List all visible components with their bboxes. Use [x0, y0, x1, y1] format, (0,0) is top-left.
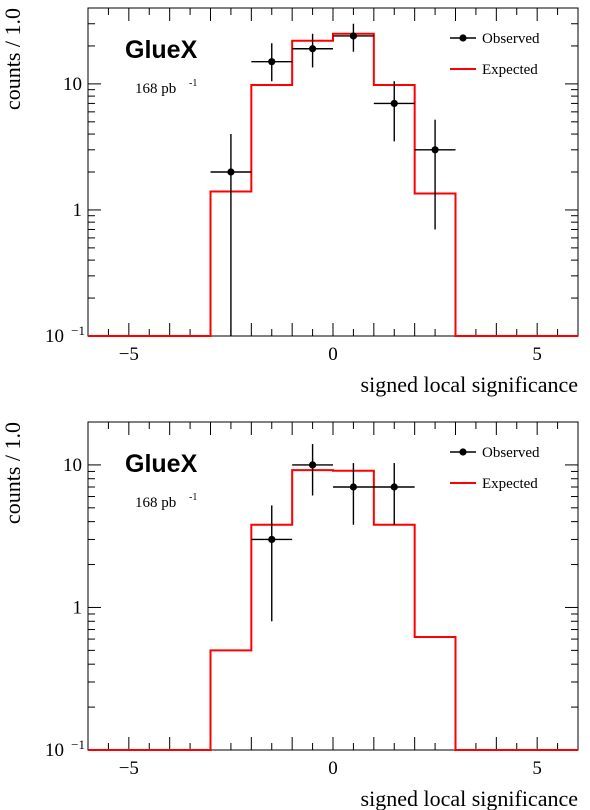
y-tick-label: 10 [45, 326, 64, 347]
x-tick-label: 5 [532, 344, 542, 365]
y-tick-label: 10 [63, 455, 82, 476]
x-tick-label: 0 [328, 344, 338, 365]
legend-observed-label: Observed [482, 31, 540, 47]
observed-point [268, 535, 276, 544]
observed-point [308, 461, 317, 469]
expected-histogram-line [88, 32, 578, 337]
observed-point [308, 45, 317, 53]
x-tick-label: −5 [119, 758, 139, 779]
legend-expected-label: Expected [482, 62, 538, 78]
y-axis-title: counts / 1.0 [0, 8, 25, 110]
y-axis-title: counts / 1.0 [0, 422, 25, 524]
legend-expected-label: Expected [482, 476, 538, 492]
y-tick-label: 1 [73, 597, 83, 618]
expected-histogram-line [88, 469, 578, 751]
observed-point [390, 483, 398, 491]
legend-observed-marker [459, 34, 467, 42]
y-tick-label: 10 [63, 74, 82, 95]
legend-observed-label: Observed [482, 445, 540, 461]
observed-point [349, 32, 358, 40]
luminosity-exponent: -1 [189, 78, 197, 89]
x-axis-title: signed local significance [361, 372, 578, 397]
observed-point [390, 99, 398, 108]
luminosity-label: 168 pb [135, 81, 176, 97]
y-tick-label: 1 [73, 200, 83, 221]
chart-panel-1: −5 0 5 −1 10 1 10 signed local significance coun… [0, 7, 579, 397]
x-tick-label: −5 [119, 344, 139, 365]
chart-panel-2: −5 0 5 −1 10 1 10 signed local significance coun… [0, 421, 579, 810]
y-tick-label-exponent: −1 [71, 323, 85, 338]
legend-observed-marker [459, 448, 467, 456]
observed-point [268, 58, 276, 66]
observed-point [431, 146, 439, 154]
x-tick-label: 5 [532, 758, 542, 779]
y-tick-label: 10 [45, 740, 64, 761]
x-tick-label: 0 [328, 758, 338, 779]
luminosity-label: 168 pb [135, 495, 176, 511]
observed-point [227, 168, 235, 176]
y-tick-label-exponent: −1 [71, 737, 85, 752]
luminosity-exponent: -1 [189, 492, 197, 503]
x-axis-title: signed local significance [361, 786, 578, 810]
observed-point [349, 483, 358, 491]
experiment-label: GlueX [125, 450, 198, 478]
experiment-label: GlueX [125, 36, 198, 64]
